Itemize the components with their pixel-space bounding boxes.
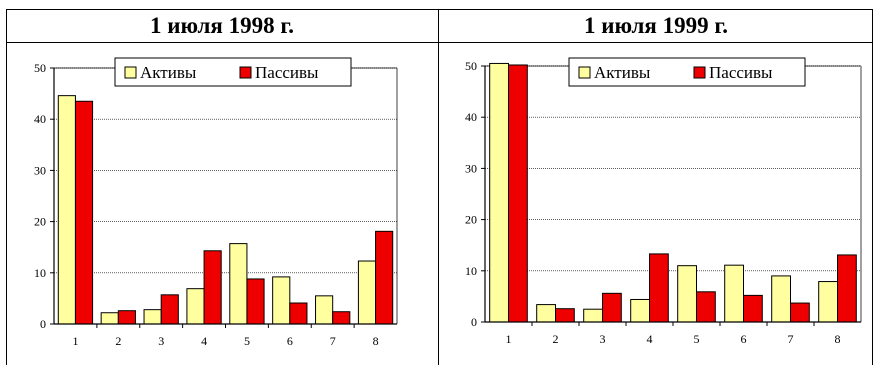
- x-tick-label: 1: [72, 334, 78, 348]
- legend-label-liabilities: Пассивы: [255, 63, 319, 82]
- bar-liabilities: [375, 230, 394, 325]
- legend-label-liabilities: Пассивы: [709, 63, 773, 82]
- y-tick-label: 10: [34, 266, 46, 280]
- bar-liabilities: [117, 310, 136, 325]
- x-tick-label: 3: [158, 334, 164, 348]
- legend-box: [568, 57, 806, 87]
- x-tick-label: 8: [835, 332, 841, 346]
- bar-assets: [357, 260, 377, 325]
- bar-assets: [489, 62, 509, 323]
- bar-assets: [229, 243, 248, 325]
- legend-swatch-liabilities: [693, 66, 706, 79]
- y-tick-label: 50: [34, 61, 46, 75]
- legend-label-assets: Активы: [594, 63, 651, 82]
- legend: Активы Пассивы: [568, 57, 806, 87]
- bar-assets: [186, 288, 205, 325]
- figure-frame: [6, 9, 873, 365]
- bar-chart-1998: 0 10 20 30 40 50 1 2 3 4 5 6 7 8 Активы Пассивы: [34, 57, 398, 348]
- bar-chart-1999: 0 10 20 30 40 50 1 2 3 4 5 6 7 8 Активы Пассивы: [465, 57, 862, 346]
- bar-assets: [315, 295, 334, 325]
- bar-liabilities: [332, 311, 351, 325]
- bar-assets: [724, 264, 745, 323]
- bar-assets: [272, 276, 291, 325]
- bar-liabilities: [790, 302, 810, 323]
- legend: Активы Пассивы: [114, 57, 352, 87]
- bar-assets: [143, 309, 162, 325]
- x-tick-label: 2: [553, 332, 559, 346]
- x-tick-label: 6: [741, 332, 747, 346]
- x-tick-label: 8: [373, 334, 379, 348]
- bar-liabilities: [203, 250, 222, 325]
- chart-title-1998: 1 июля 1998 г.: [150, 13, 294, 38]
- y-tick-label: 20: [465, 213, 477, 227]
- x-tick-label: 5: [694, 332, 700, 346]
- x-tick-label: 4: [647, 332, 653, 346]
- title-divider: [6, 42, 873, 43]
- bar-liabilities: [508, 64, 528, 323]
- x-tick-label: 3: [600, 332, 606, 346]
- bar-liabilities: [555, 308, 575, 323]
- legend-swatch-assets: [124, 66, 137, 79]
- bar-liabilities: [696, 291, 716, 323]
- bar-assets: [630, 298, 650, 323]
- bar-liabilities: [602, 292, 622, 323]
- x-tick-label: 6: [287, 334, 293, 348]
- bar-assets: [818, 281, 839, 323]
- y-tick-label: 20: [34, 215, 46, 229]
- y-tick-label: 40: [34, 112, 46, 126]
- bar-assets: [100, 312, 119, 325]
- y-tick-label: 50: [465, 59, 477, 73]
- bar-assets: [57, 95, 76, 325]
- x-tick-label: 2: [115, 334, 121, 348]
- bar-assets: [536, 304, 556, 323]
- x-tick-label: 5: [244, 334, 250, 348]
- y-tick-label: 40: [465, 110, 477, 124]
- y-tick-label: 10: [465, 264, 477, 278]
- x-tick-label: 4: [201, 334, 207, 348]
- y-tick-label: 30: [34, 163, 46, 177]
- legend-swatch-liabilities: [239, 66, 252, 79]
- panel-divider: [438, 9, 439, 365]
- legend-label-assets: Активы: [140, 63, 197, 82]
- bar-liabilities: [649, 253, 669, 323]
- x-tick-label: 7: [788, 332, 794, 346]
- bar-assets: [677, 265, 697, 323]
- bar-liabilities: [743, 294, 763, 323]
- bar-assets: [771, 275, 792, 323]
- bar-liabilities: [837, 254, 857, 323]
- y-tick-label: 0: [471, 315, 477, 329]
- legend-swatch-assets: [578, 66, 591, 79]
- chart-title-1999: 1 июля 1999 г.: [584, 13, 728, 38]
- legend-box: [114, 57, 352, 87]
- bar-liabilities: [74, 100, 94, 325]
- x-tick-label: 1: [506, 332, 512, 346]
- y-tick-label: 0: [40, 317, 46, 331]
- bar-liabilities: [246, 278, 265, 325]
- x-tick-label: 7: [330, 334, 336, 348]
- y-tick-label: 30: [465, 161, 477, 175]
- bar-assets: [583, 308, 603, 323]
- bar-liabilities: [289, 302, 308, 325]
- bar-liabilities: [160, 294, 179, 325]
